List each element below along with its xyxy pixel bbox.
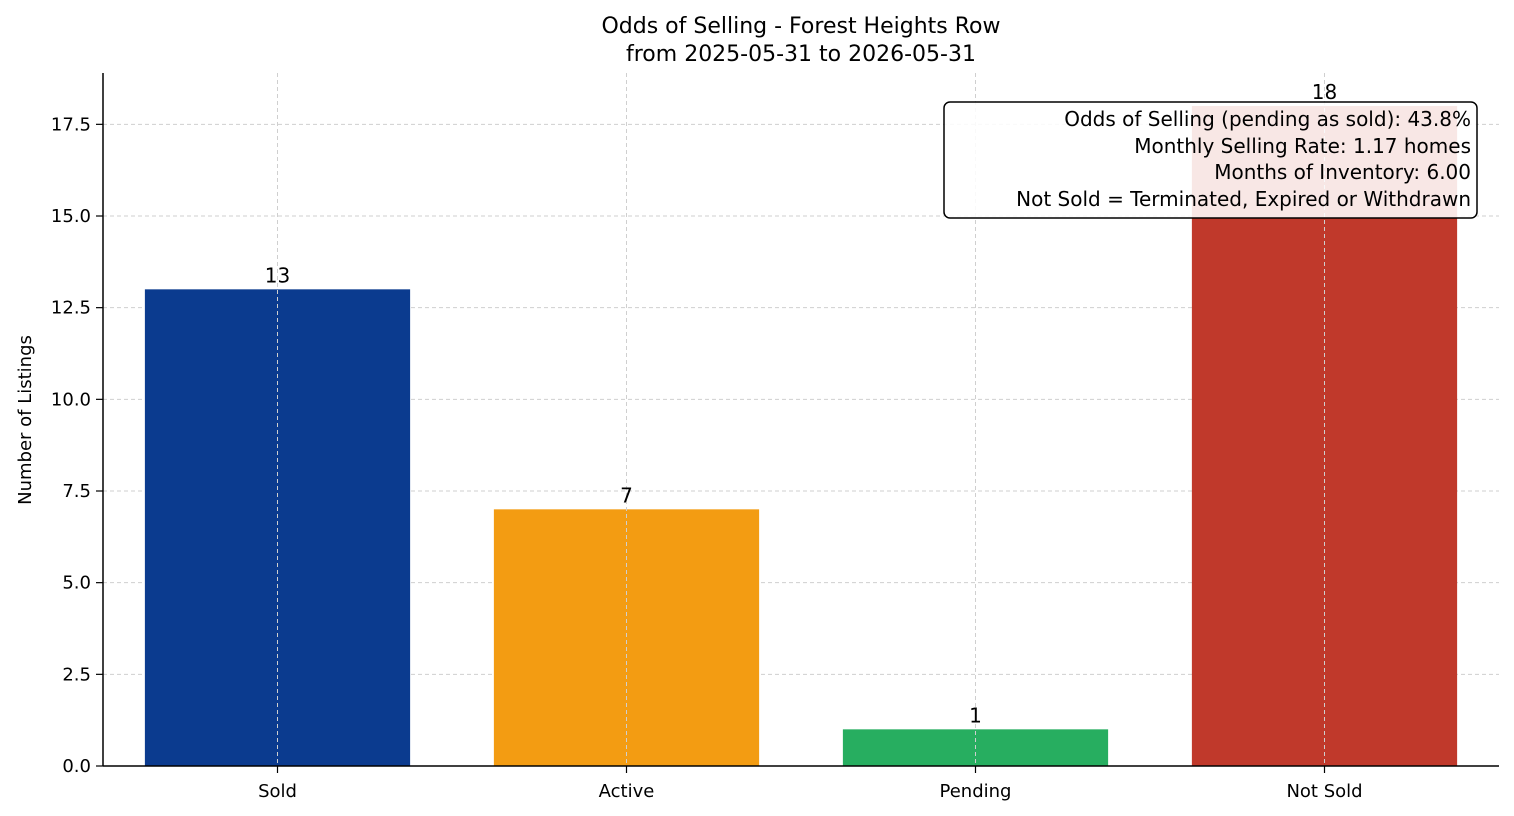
info-box-frame (943, 101, 1478, 219)
y-axis-label: Number of Listings (15, 335, 36, 505)
y-tick-label: 0.0 (62, 756, 91, 777)
x-tick-label: Pending (940, 781, 1012, 802)
data-label: 18 (1312, 80, 1337, 104)
x-tick-label: Active (599, 781, 655, 802)
data-label: 13 (265, 263, 290, 287)
data-label: 1 (969, 703, 982, 727)
y-tick-label: 17.5 (51, 114, 91, 135)
y-tick-label: 12.5 (51, 298, 91, 319)
data-label: 7 (620, 483, 633, 507)
info-months-of-inventory: Months of Inventory: 6.00 (1214, 160, 1471, 184)
x-tick-label: Not Sold (1286, 781, 1362, 802)
y-tick-label: 10.0 (51, 389, 91, 410)
y-tick-label: 2.5 (62, 664, 91, 685)
y-tick-label: 7.5 (62, 481, 91, 502)
info-not-sold-definition: Not Sold = Terminated, Expired or Withdr… (1016, 187, 1471, 211)
info-odds-of-selling: Odds of Selling (pending as sold): 43.8% (1064, 107, 1471, 131)
chart-title: Odds of Selling - Forest Heights Row (601, 14, 1000, 39)
info-monthly-selling-rate: Monthly Selling Rate: 1.17 homes (1134, 134, 1471, 158)
x-tick-label: Sold (258, 781, 297, 802)
info-box: Odds of Selling (pending as sold): 43.8%… (943, 101, 1478, 219)
y-axis-ticks: 0.0 2.5 5.0 7.5 10.0 12.5 15.0 17.5 (51, 114, 103, 777)
y-tick-label: 15.0 (51, 206, 91, 227)
chart-subtitle: from 2025-05-31 to 2026-05-31 (626, 42, 976, 67)
y-tick-label: 5.0 (62, 573, 91, 594)
axes (102, 73, 1499, 767)
data-labels: 13 7 1 18 (265, 80, 1337, 727)
x-axis-ticks: Sold Active Pending Not Sold (258, 766, 1363, 802)
